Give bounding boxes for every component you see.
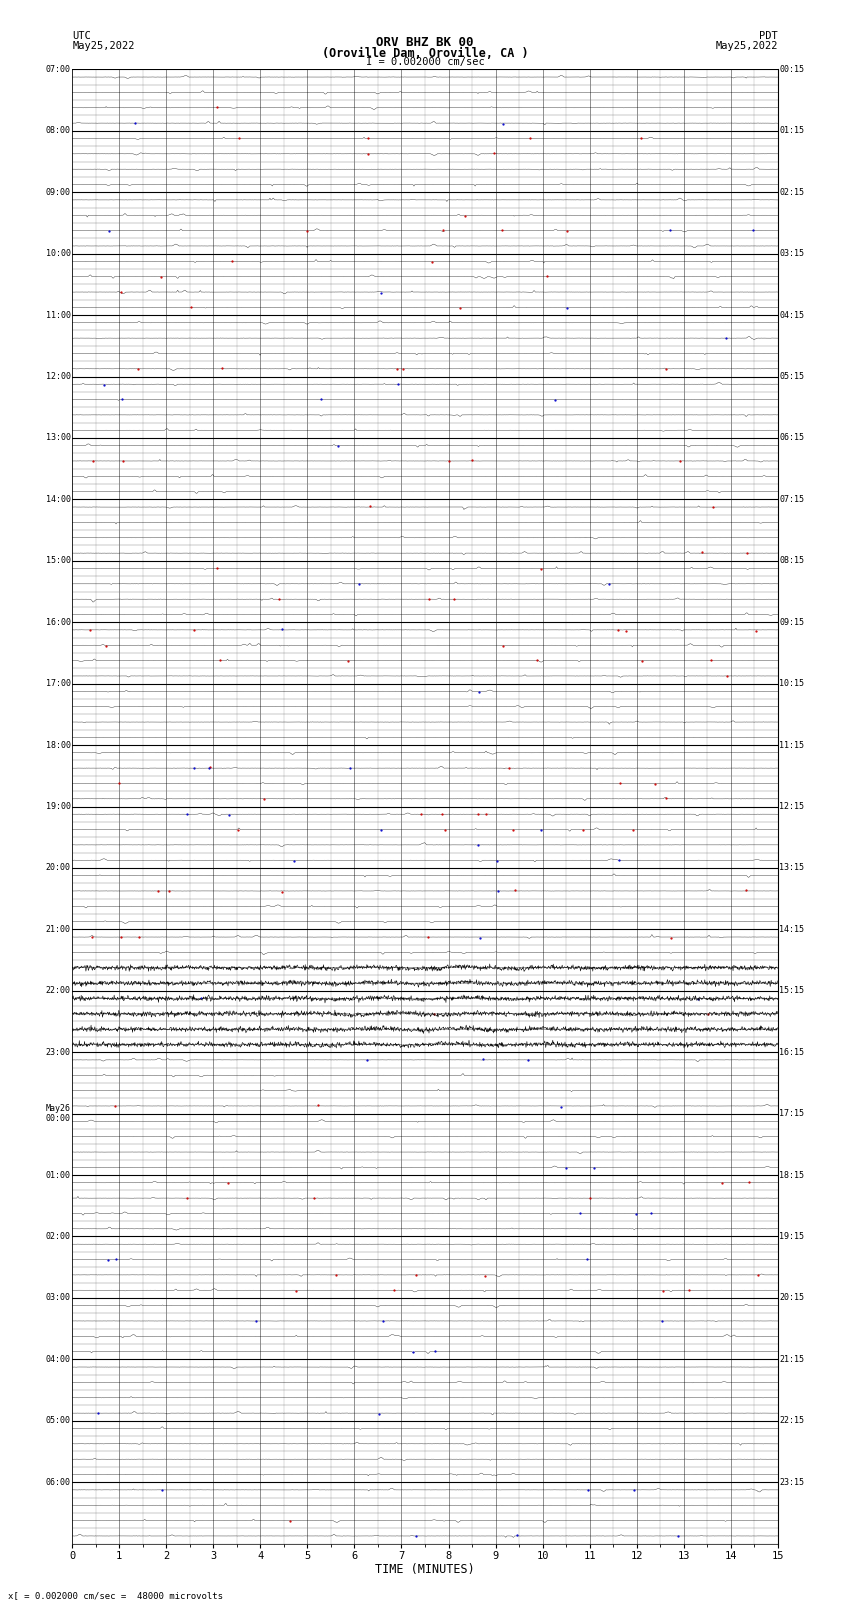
Text: x[ = 0.002000 cm/sec =  48000 microvolts: x[ = 0.002000 cm/sec = 48000 microvolts (8, 1590, 224, 1600)
Text: (Oroville Dam, Oroville, CA ): (Oroville Dam, Oroville, CA ) (321, 47, 529, 60)
Text: ORV BHZ BK 00: ORV BHZ BK 00 (377, 37, 473, 50)
Text: I = 0.002000 cm/sec: I = 0.002000 cm/sec (366, 58, 484, 68)
X-axis label: TIME (MINUTES): TIME (MINUTES) (375, 1563, 475, 1576)
Text: May25,2022: May25,2022 (715, 40, 778, 52)
Text: UTC: UTC (72, 31, 91, 42)
Text: PDT: PDT (759, 31, 778, 42)
Text: May25,2022: May25,2022 (72, 40, 135, 52)
